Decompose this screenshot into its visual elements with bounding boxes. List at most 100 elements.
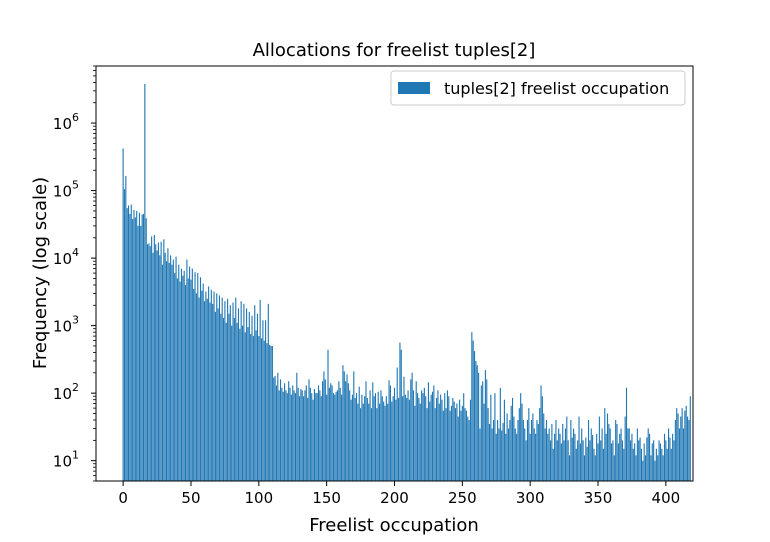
bar (685, 405, 687, 481)
bar (647, 428, 649, 481)
bar (587, 420, 590, 481)
bar (338, 381, 340, 481)
bar (255, 330, 257, 481)
bar (157, 242, 159, 481)
bar (521, 403, 523, 481)
bar (141, 214, 143, 481)
bar (372, 382, 374, 481)
bar (228, 313, 230, 481)
bar (369, 390, 371, 481)
bar (689, 396, 691, 481)
bar (639, 437, 641, 481)
bar (594, 455, 596, 481)
bar (243, 303, 245, 481)
bar (537, 423, 539, 481)
bar (528, 408, 530, 481)
bar (498, 428, 500, 481)
bar (274, 375, 276, 481)
bar (297, 387, 299, 481)
bar (186, 259, 188, 481)
bar (560, 443, 562, 481)
bar (518, 408, 520, 481)
bar (687, 416, 689, 481)
bar (532, 413, 534, 481)
bar (619, 433, 621, 481)
bar (410, 379, 412, 481)
bar (570, 420, 572, 481)
legend-swatch (398, 82, 430, 94)
bar (156, 250, 158, 481)
bar (191, 268, 193, 481)
bar (133, 209, 135, 481)
bar (590, 428, 592, 481)
bar (661, 448, 663, 481)
bar (324, 379, 326, 481)
bar (530, 420, 533, 481)
bar (144, 83, 146, 481)
bar (524, 428, 526, 481)
bar (176, 278, 178, 481)
y-tick-exponent: 6 (72, 111, 79, 124)
bar (305, 385, 307, 481)
bar (233, 317, 235, 481)
bar (214, 311, 216, 481)
bar (628, 428, 630, 481)
bar (549, 440, 552, 481)
bar (384, 405, 386, 481)
bar (505, 433, 507, 481)
bar (658, 440, 660, 481)
bar (309, 387, 311, 481)
bar (354, 397, 356, 481)
bar (145, 218, 147, 481)
bar (541, 396, 543, 481)
bar (548, 428, 550, 481)
bar (134, 217, 136, 481)
bar (163, 239, 165, 481)
bar (513, 416, 515, 481)
bar (414, 405, 416, 481)
bar (400, 349, 402, 481)
bar (455, 408, 457, 481)
bar (345, 381, 347, 481)
bar (514, 428, 516, 481)
x-tick-label: 100 (244, 489, 273, 507)
bar (536, 420, 538, 481)
bar (304, 390, 306, 481)
bar (602, 448, 604, 481)
bar (545, 420, 548, 481)
bar (142, 214, 145, 481)
bar (136, 210, 138, 481)
bar (636, 428, 638, 481)
bar (262, 320, 264, 481)
bar (236, 322, 238, 481)
y-tick-exponent: 3 (72, 314, 79, 327)
bar (487, 408, 489, 481)
bar (290, 394, 292, 481)
bar (407, 390, 409, 481)
bar (172, 259, 174, 481)
bar (547, 433, 549, 481)
bar (213, 291, 215, 481)
y-tick-exponent: 5 (72, 179, 79, 192)
bar (682, 428, 685, 481)
bar (592, 435, 594, 481)
bar (630, 440, 632, 481)
bar (140, 225, 142, 481)
bar (460, 410, 462, 481)
bar (659, 443, 661, 481)
bar (319, 390, 321, 481)
bar (341, 394, 343, 481)
bar (237, 308, 240, 481)
x-axis-label: Freelist occupation (309, 515, 479, 536)
bar (381, 396, 383, 481)
bar (421, 390, 423, 481)
bar (347, 383, 349, 481)
x-tick-label: 200 (380, 489, 409, 507)
bar (240, 301, 242, 481)
bar (467, 416, 469, 481)
bar (678, 428, 680, 481)
bar (174, 273, 176, 481)
bar (167, 248, 169, 481)
bar (596, 433, 598, 481)
